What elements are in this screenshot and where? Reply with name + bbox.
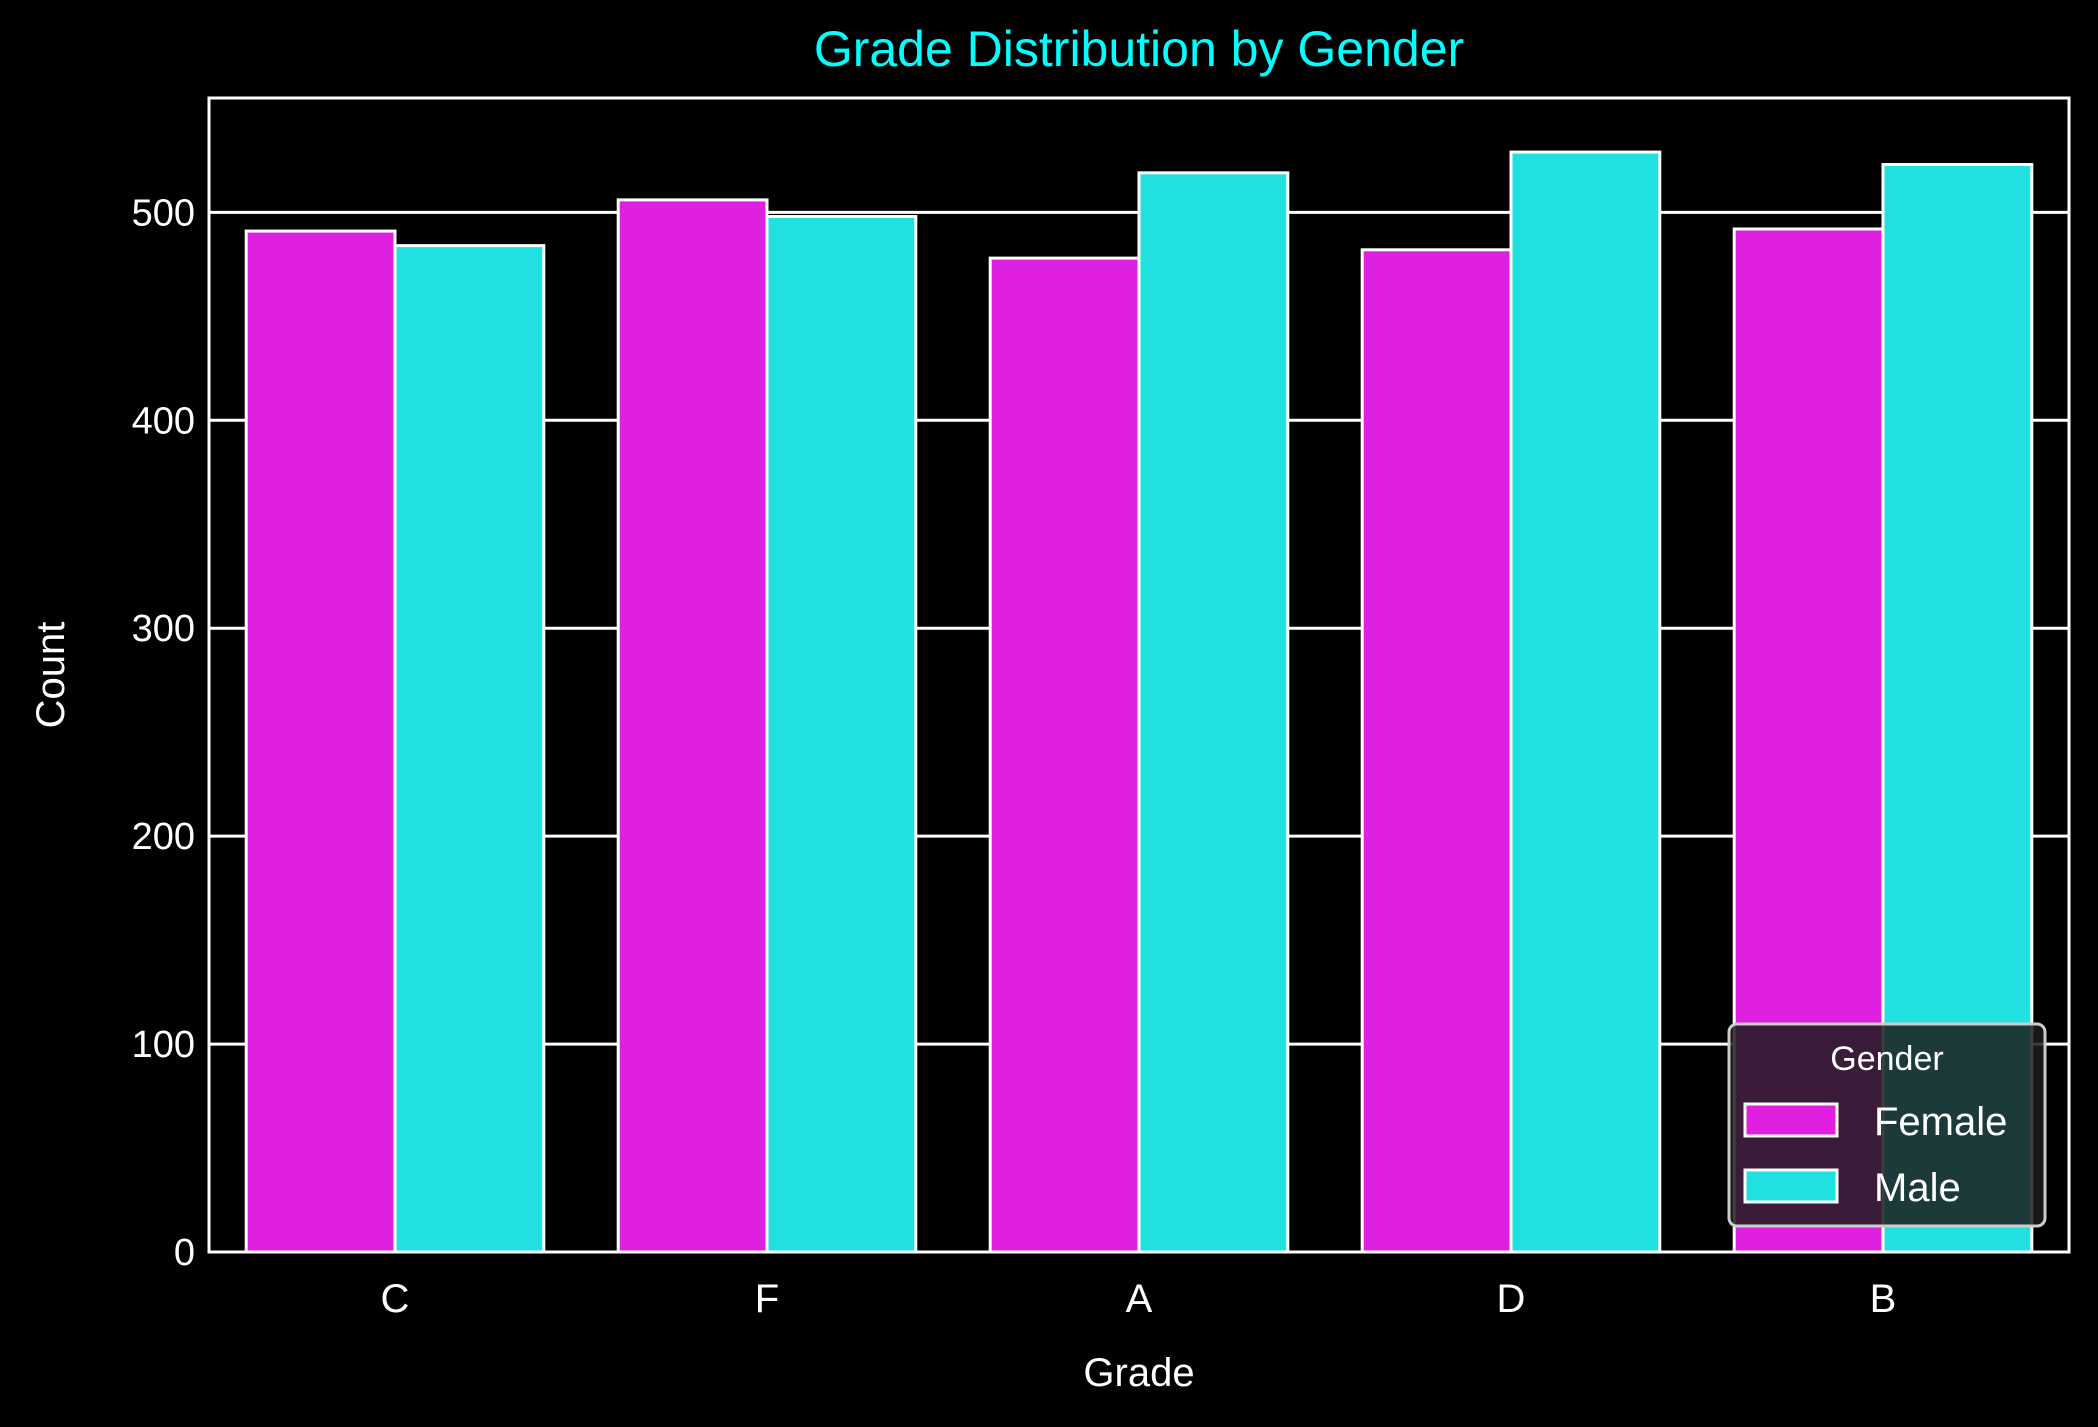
bar-male-d xyxy=(1509,150,1662,1254)
y-tick-label: 500 xyxy=(132,192,195,234)
y-tick-label: 200 xyxy=(132,816,195,858)
legend-title: Gender xyxy=(1830,1040,1943,1078)
x-tick-label: F xyxy=(755,1277,779,1321)
bar-female-a xyxy=(988,256,1141,1254)
y-tick-label: 0 xyxy=(174,1232,195,1274)
chart-title: Grade Distribution by Gender xyxy=(814,21,1464,77)
plot-frame xyxy=(207,96,2071,1254)
bar-female-f xyxy=(616,198,769,1254)
bar-female-c xyxy=(244,229,397,1254)
bar-male-a xyxy=(1137,171,1290,1254)
y-tick-label: 300 xyxy=(132,608,195,650)
x-axis-label: Grade xyxy=(1083,1351,1194,1395)
bar-male-c xyxy=(393,244,546,1254)
x-tick-label: D xyxy=(1497,1277,1526,1321)
y-axis-label: Count xyxy=(29,622,73,729)
legend-label-male: Male xyxy=(1874,1166,1961,1210)
legend: Gender Female Male xyxy=(1727,1022,2047,1228)
bars xyxy=(244,150,2034,1254)
bar-female-d xyxy=(1360,248,1513,1254)
legend-swatch-female xyxy=(1743,1102,1839,1138)
legend-label-female: Female xyxy=(1874,1100,2007,1144)
x-tick-label: C xyxy=(381,1277,410,1321)
bar-male-f xyxy=(765,215,918,1254)
x-tick-label: B xyxy=(1870,1277,1897,1321)
y-tick-label: 400 xyxy=(132,400,195,442)
y-tick-labels: 0 100 200 300 400 500 xyxy=(132,192,195,1274)
legend-swatch-male xyxy=(1743,1168,1839,1204)
y-tick-label: 100 xyxy=(132,1024,195,1066)
x-tick-label: A xyxy=(1126,1277,1153,1321)
